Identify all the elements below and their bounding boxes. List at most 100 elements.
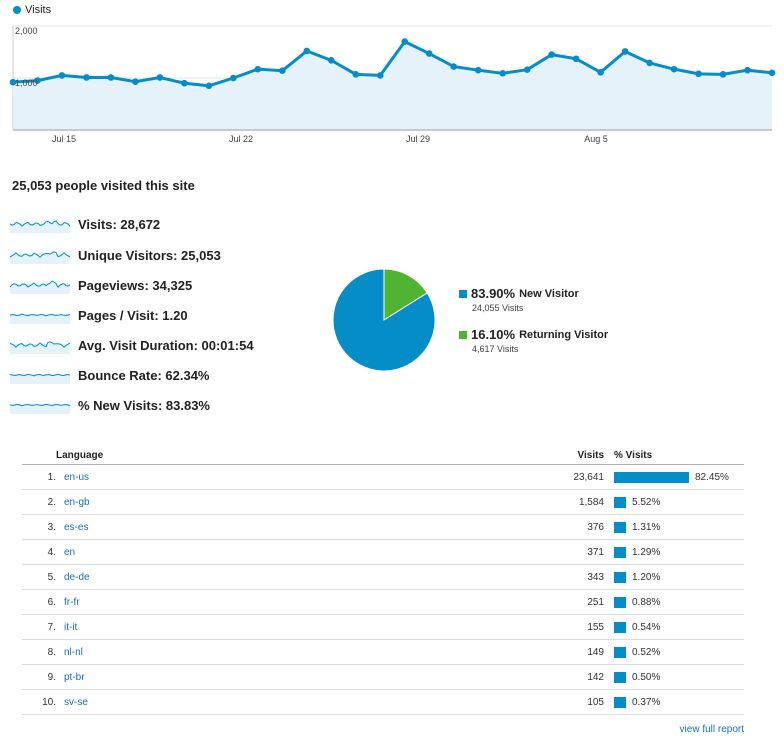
data-point[interactable] <box>107 74 115 81</box>
language-link[interactable]: nl-nl <box>56 639 544 665</box>
percent-bar <box>614 571 626 583</box>
pie-legend-new-visitor: 83.90% New Visitor 24,055 Visits <box>459 286 579 313</box>
data-point[interactable] <box>279 67 286 75</box>
row-index: 2. <box>22 489 56 515</box>
table-row: 4. en 371 1.29% <box>22 539 744 565</box>
percent-value: 0.52% <box>632 646 661 658</box>
metric-avg-visit-duration[interactable]: Avg. Visit Duration: 00:01:54 <box>10 334 254 356</box>
data-point[interactable] <box>327 57 335 64</box>
slice-visits: 24,055 Visits <box>472 303 524 313</box>
data-point[interactable] <box>621 48 629 55</box>
visits-value: 376 <box>544 514 604 540</box>
x-tick-label: Jul 29 <box>405 134 431 144</box>
language-link[interactable]: es-es <box>56 514 544 540</box>
percent-cell: 0.54% <box>604 614 744 640</box>
data-point[interactable] <box>768 69 776 77</box>
data-point[interactable] <box>597 68 604 76</box>
data-point[interactable] <box>548 51 555 58</box>
language-header: Language <box>56 447 544 465</box>
view-full-report-link[interactable]: view full report <box>679 724 744 735</box>
sparkline-line <box>10 251 70 258</box>
metric-new-visits[interactable]: % New Visits: 83.83% <box>10 394 210 416</box>
data-point[interactable] <box>425 50 433 57</box>
metric-label: Pageviews: 34,325 <box>78 277 193 293</box>
data-point[interactable] <box>181 79 188 87</box>
metric-pageviews[interactable]: Pageviews: 34,325 <box>10 274 192 296</box>
summary-title: 25,053 people visited this site <box>12 178 195 193</box>
data-point[interactable] <box>670 65 678 73</box>
data-point[interactable] <box>132 78 139 85</box>
visits-value: 23,641 <box>544 464 604 490</box>
percent-bar <box>614 696 626 708</box>
data-point[interactable] <box>254 65 262 73</box>
sparkline-line <box>10 280 70 289</box>
data-point[interactable] <box>572 55 580 63</box>
percent-visits-header: % Visits <box>604 447 744 465</box>
data-point[interactable] <box>303 47 311 55</box>
visits-value: 105 <box>544 689 604 715</box>
index-header <box>22 447 56 465</box>
metric-unique-visitors[interactable]: Unique Visitors: 25,053 <box>10 244 221 266</box>
language-link[interactable]: fr-fr <box>56 589 544 615</box>
metric-bounce-rate[interactable]: Bounce Rate: 62.34% <box>10 364 210 386</box>
language-link[interactable]: en-gb <box>56 489 544 515</box>
data-point[interactable] <box>9 78 17 86</box>
language-link[interactable]: pt-br <box>56 664 544 690</box>
percent-value: 0.54% <box>632 621 661 633</box>
table-row: 3. es-es 376 1.31% <box>22 514 744 540</box>
data-point[interactable] <box>230 74 237 82</box>
language-link[interactable]: en-us <box>56 464 544 490</box>
language-link[interactable]: it-it <box>56 614 544 640</box>
pie-slice-returning-visitor[interactable] <box>383 268 428 321</box>
data-point[interactable] <box>744 66 751 74</box>
language-link[interactable]: en <box>56 539 544 565</box>
sparkline-icon <box>10 313 70 324</box>
data-point[interactable] <box>205 82 213 90</box>
data-point[interactable] <box>156 74 164 81</box>
slice-label: New Visitor <box>519 287 579 300</box>
data-point[interactable] <box>646 59 653 67</box>
data-point[interactable] <box>34 77 41 84</box>
table-row: 5. de-de 343 1.20% <box>22 564 744 590</box>
percent-value: 5.52% <box>632 496 661 508</box>
visits-value: 142 <box>544 664 604 690</box>
percent-bar <box>614 546 626 558</box>
data-point[interactable] <box>523 66 531 73</box>
pie-slice-new-visitor[interactable] <box>332 268 436 372</box>
data-point[interactable] <box>499 70 506 77</box>
percent-bar <box>614 621 626 633</box>
percent-value: 0.88% <box>632 596 661 608</box>
data-point[interactable] <box>695 70 702 78</box>
visits-value: 1,584 <box>544 489 604 515</box>
row-index: 10. <box>22 689 56 715</box>
data-point[interactable] <box>58 72 66 79</box>
percent-value: 1.31% <box>632 521 661 533</box>
row-index: 5. <box>22 564 56 590</box>
slice-percent: 16.10% <box>471 327 516 342</box>
table-row: 2. en-gb 1,584 5.52% <box>22 489 744 515</box>
sparkline-fill <box>10 284 70 294</box>
data-point[interactable] <box>376 72 384 79</box>
language-link[interactable]: de-de <box>56 564 544 590</box>
data-point[interactable] <box>450 63 458 70</box>
sparkline-icon <box>10 251 70 264</box>
slice-label: Returning Visitor <box>519 328 609 341</box>
percent-value: 82.45% <box>695 471 729 483</box>
metric-label: % New Visits: 83.83% <box>78 397 210 413</box>
data-point[interactable] <box>474 66 482 74</box>
data-point[interactable] <box>352 71 360 78</box>
sparkline-icon <box>10 280 70 294</box>
visitor-type-pie-chart <box>332 268 436 372</box>
slice-percent: 83.90% <box>471 286 516 301</box>
table-row: 9. pt-br 142 0.50% <box>22 664 744 690</box>
percent-cell: 1.20% <box>604 564 744 590</box>
percent-bar <box>614 496 626 508</box>
language-table: Language Visits % Visits 1. en-us 23,641 82… <box>22 447 744 715</box>
metric-pages-per-visit[interactable]: Pages / Visit: 1.20 <box>10 304 188 326</box>
data-point[interactable] <box>83 74 90 81</box>
y-tick-label: 2,000 <box>15 26 38 36</box>
language-link[interactable]: sv-se <box>56 689 544 715</box>
metric-visits[interactable]: Visits: 28,672 <box>10 213 160 235</box>
data-point[interactable] <box>401 38 409 45</box>
data-point[interactable] <box>719 71 727 78</box>
